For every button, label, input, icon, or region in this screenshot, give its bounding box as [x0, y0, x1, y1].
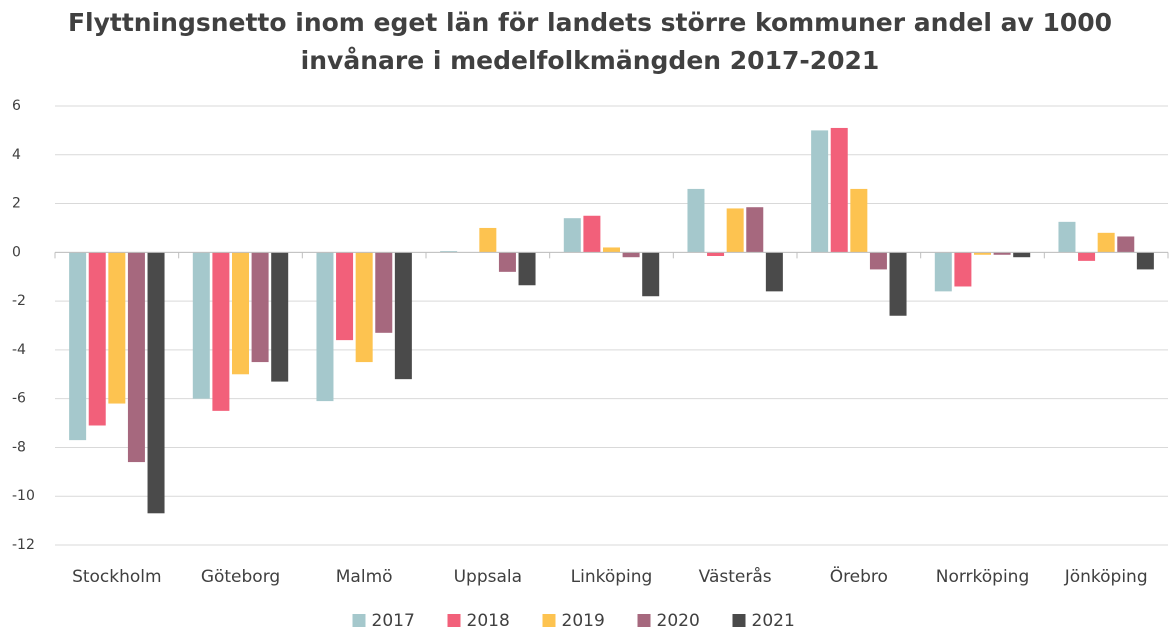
bar [479, 227, 497, 253]
bar [1013, 252, 1031, 258]
bar [192, 252, 210, 399]
legend-label: 2017 [372, 611, 415, 631]
bar [518, 252, 536, 286]
x-tick-label: Örebro [830, 565, 888, 587]
bar [232, 252, 249, 375]
x-tick-label: Norrköping [936, 567, 1030, 587]
bar [1136, 252, 1154, 270]
y-tick-label: -2 [12, 293, 26, 309]
y-tick-label: -4 [12, 342, 26, 358]
bar [108, 252, 126, 404]
x-tick-label: Malmö [336, 567, 393, 587]
y-tick-label: -12 [12, 537, 35, 553]
bar [355, 252, 373, 363]
chart-title: invånare i medelfolkmängden 2017-2021 [301, 46, 880, 75]
bar [687, 188, 705, 253]
x-tick-label: Linköping [571, 567, 653, 587]
bar [974, 252, 991, 255]
bar [850, 188, 868, 253]
bar [69, 252, 87, 441]
bar [746, 207, 764, 253]
bar [622, 252, 640, 258]
x-tick-label: Jönköping [1064, 567, 1148, 587]
bar [869, 252, 887, 270]
bar [88, 252, 106, 426]
x-tick-label: Västerås [699, 566, 772, 587]
bar [1097, 232, 1115, 253]
bar [127, 252, 145, 463]
legend-label: 2021 [752, 611, 795, 631]
bar [811, 130, 829, 253]
bar [934, 252, 952, 292]
bar [1078, 252, 1096, 261]
bar [440, 251, 458, 253]
bar [336, 252, 354, 341]
bar [830, 127, 848, 253]
bar [251, 252, 269, 363]
bar [765, 252, 783, 292]
y-tick-label: -10 [12, 488, 35, 504]
bar [498, 252, 516, 272]
y-tick-label: -6 [12, 391, 26, 407]
bar [375, 252, 393, 333]
bar [889, 252, 907, 316]
chart-title: Flyttningsnetto inom eget län för landet… [68, 8, 1112, 37]
legend-swatch [542, 614, 556, 627]
bar [993, 252, 1011, 255]
legend-label: 2020 [657, 611, 700, 631]
y-tick-label: 2 [12, 196, 21, 212]
x-tick-label: Uppsala [454, 567, 522, 587]
x-tick-label: Göteborg [201, 567, 280, 587]
bar [394, 252, 412, 380]
bar [707, 252, 725, 256]
legend-swatch [447, 614, 461, 627]
bar [1117, 236, 1135, 253]
bar [147, 252, 165, 514]
y-tick-label: 6 [12, 98, 21, 114]
bar [212, 252, 230, 411]
legend-label: 2018 [467, 611, 510, 631]
bar [1058, 221, 1076, 253]
x-tick-label: Stockholm [72, 567, 162, 587]
bar [726, 208, 744, 253]
bar [642, 252, 660, 297]
legend-swatch [732, 614, 746, 627]
y-tick-label: 0 [12, 244, 21, 260]
y-tick-label: 4 [12, 147, 21, 163]
bar [583, 215, 601, 253]
bar [603, 247, 620, 253]
y-tick-label: -8 [12, 439, 26, 455]
bar [271, 252, 289, 382]
legend-label: 2019 [562, 611, 605, 631]
bar [563, 218, 581, 253]
legend-swatch [637, 614, 651, 627]
legend-swatch [352, 614, 366, 627]
bar [316, 252, 334, 402]
bar [954, 252, 972, 287]
